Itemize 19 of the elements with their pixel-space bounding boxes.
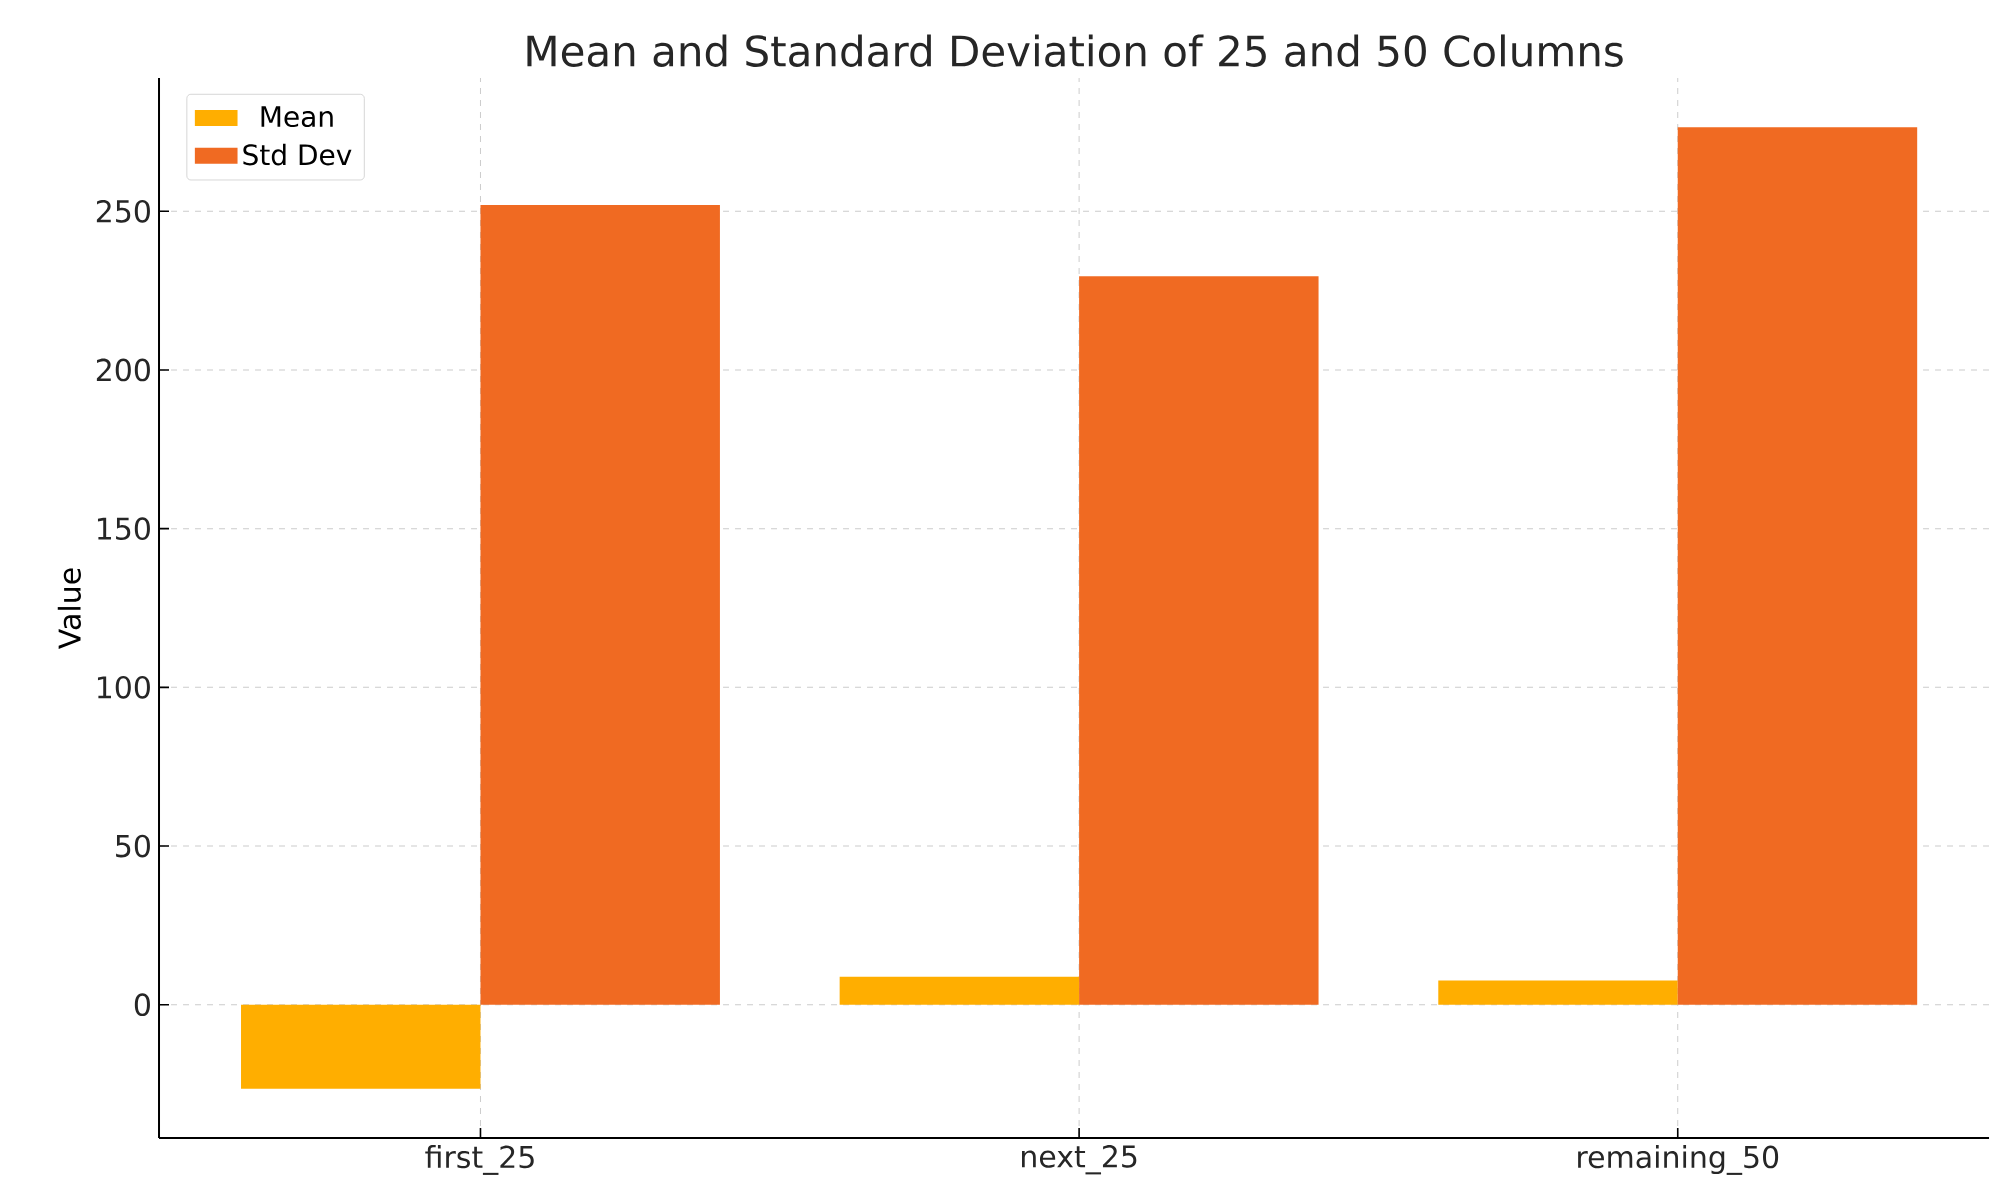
y-tick-label: 50 <box>116 834 150 858</box>
y-tick-label: 150 <box>97 517 150 541</box>
legend-label: Std Dev <box>243 143 352 166</box>
y-tick-label: 250 <box>96 199 150 223</box>
bar <box>839 976 1080 1005</box>
x-tick-label: remaining_50 <box>1578 1145 1779 1175</box>
legend-label: Mean <box>261 106 333 128</box>
chart-title: Mean and Standard Deviation of 25 and 50 Columns <box>527 34 1623 67</box>
y-axis-title: Value <box>57 568 81 649</box>
x-tick-label: next_25 <box>1022 1145 1137 1175</box>
y-tick-label: 200 <box>96 358 150 382</box>
y-tick-label: 0 <box>134 993 150 1017</box>
bar <box>241 1004 481 1089</box>
bar <box>480 204 720 1005</box>
x-tick-label: first_25 <box>425 1145 534 1175</box>
bar <box>1677 127 1918 1005</box>
bar <box>1438 980 1678 1005</box>
y-tick-label: 100 <box>97 675 150 699</box>
bar <box>1079 276 1319 1005</box>
